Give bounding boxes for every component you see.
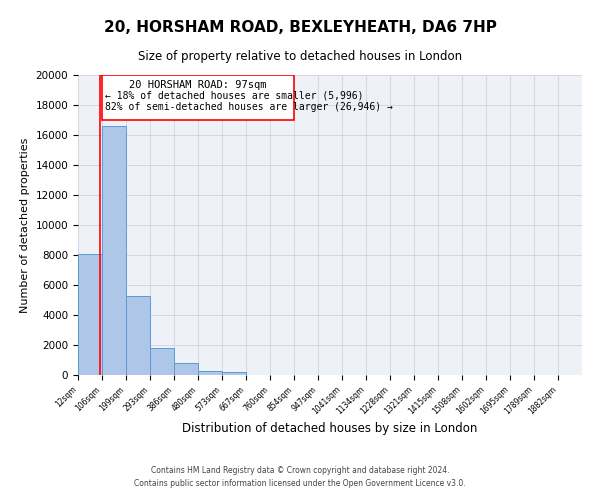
Text: 82% of semi-detached houses are larger (26,946) →: 82% of semi-detached houses are larger (…: [105, 102, 392, 112]
Bar: [102, 126, 126, 375]
Bar: [198, 371, 222, 375]
Bar: [78, 254, 102, 375]
FancyBboxPatch shape: [102, 75, 294, 120]
Text: ← 18% of detached houses are smaller (5,996): ← 18% of detached houses are smaller (5,…: [105, 91, 363, 101]
Text: Size of property relative to detached houses in London: Size of property relative to detached ho…: [138, 50, 462, 63]
Bar: [174, 364, 198, 375]
Y-axis label: Number of detached properties: Number of detached properties: [20, 138, 30, 312]
Text: 20, HORSHAM ROAD, BEXLEYHEATH, DA6 7HP: 20, HORSHAM ROAD, BEXLEYHEATH, DA6 7HP: [104, 20, 496, 35]
Text: 20 HORSHAM ROAD: 97sqm: 20 HORSHAM ROAD: 97sqm: [129, 80, 267, 90]
Bar: [222, 372, 246, 375]
Bar: [126, 296, 150, 375]
Bar: [150, 348, 174, 375]
X-axis label: Distribution of detached houses by size in London: Distribution of detached houses by size …: [182, 422, 478, 435]
Text: Contains HM Land Registry data © Crown copyright and database right 2024.
Contai: Contains HM Land Registry data © Crown c…: [134, 466, 466, 487]
